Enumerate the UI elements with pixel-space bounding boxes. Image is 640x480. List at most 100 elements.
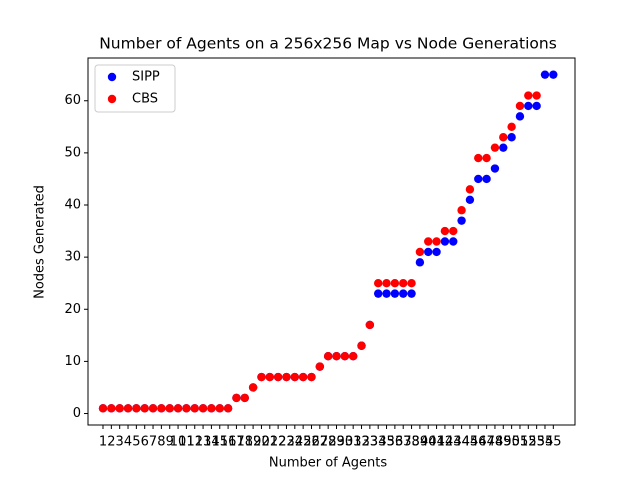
point <box>257 372 266 382</box>
x-tick-label: 14 <box>203 435 220 450</box>
x-tick-label: 5 <box>132 435 140 450</box>
y-tick-label: 30 <box>64 250 81 265</box>
point <box>315 362 325 371</box>
legend-label: SIPP <box>132 70 160 85</box>
y-tick-label: 50 <box>64 145 81 160</box>
point <box>140 404 149 413</box>
point <box>499 143 508 152</box>
point <box>382 289 391 298</box>
x-tick-label: 22 <box>270 435 287 450</box>
plot-frame <box>87 57 576 426</box>
point <box>474 153 483 163</box>
x-tick-label: 7 <box>149 435 157 450</box>
point <box>223 404 233 413</box>
point <box>532 91 541 100</box>
x-tick-label: 27 <box>312 435 329 450</box>
point <box>540 70 550 79</box>
point <box>273 372 283 382</box>
x-tick-label: 1 <box>99 435 107 450</box>
point <box>382 279 391 288</box>
x-tick-label: 43 <box>445 435 462 450</box>
x-tick-label: 52 <box>520 435 537 450</box>
point <box>399 279 408 288</box>
point <box>115 404 124 413</box>
point <box>457 206 466 215</box>
y-tick-label: 60 <box>64 93 81 108</box>
point <box>465 195 475 204</box>
x-tick-label: 48 <box>487 435 504 450</box>
point <box>348 351 358 361</box>
x-tick-label: 12 <box>186 435 203 450</box>
point <box>323 351 333 361</box>
x-tick-label: 29 <box>328 435 345 450</box>
x-axis-label: Number of Agents <box>269 456 387 471</box>
x-tick-label: 6 <box>141 435 149 450</box>
point <box>507 122 516 132</box>
point <box>390 279 400 288</box>
point <box>240 393 249 403</box>
point <box>107 404 116 413</box>
point <box>515 101 525 111</box>
point <box>490 164 500 173</box>
point <box>132 404 141 413</box>
x-tick-label: 54 <box>537 435 554 450</box>
point <box>482 174 491 184</box>
legend-marker <box>107 72 117 82</box>
x-tick-label: 46 <box>470 435 487 450</box>
x-tick-label: 38 <box>403 435 420 450</box>
x-tick-label: 37 <box>395 435 412 450</box>
point <box>399 289 408 298</box>
point <box>424 247 433 257</box>
chart-title: Number of Agents on a 256x256 Map vs Nod… <box>99 35 557 53</box>
point <box>407 279 416 288</box>
x-tick-label: 36 <box>387 435 404 450</box>
point <box>465 185 475 194</box>
point <box>182 404 191 413</box>
x-tick-label: 20 <box>253 435 270 450</box>
point <box>532 101 541 111</box>
x-tick-label: 35 <box>378 435 395 450</box>
x-tick-label: 49 <box>495 435 512 450</box>
x-tick-label: 25 <box>295 435 312 450</box>
x-tick-label: 2 <box>107 435 115 450</box>
point <box>298 372 308 382</box>
x-tick-label: 55 <box>545 435 562 450</box>
legend-label: CBS <box>132 92 158 107</box>
point <box>248 383 258 392</box>
x-tick-label: 8 <box>157 435 165 450</box>
point <box>232 393 241 403</box>
y-tick-label: 40 <box>64 198 81 213</box>
point <box>307 372 316 382</box>
x-tick-label: 26 <box>303 435 320 450</box>
point <box>415 247 425 257</box>
y-tick-label: 0 <box>73 406 81 421</box>
point <box>373 289 383 298</box>
point <box>98 404 108 413</box>
x-tick-label: 16 <box>220 435 237 450</box>
point <box>265 372 274 382</box>
point <box>373 279 383 288</box>
x-tick-label: 45 <box>462 435 479 450</box>
point <box>290 372 300 382</box>
point <box>482 153 491 163</box>
point <box>207 404 216 413</box>
point <box>515 112 525 121</box>
point <box>365 320 375 330</box>
point <box>440 226 450 236</box>
y-axis-label: Nodes Generated <box>33 185 48 299</box>
x-tick-label: 34 <box>370 435 387 450</box>
point <box>198 404 208 413</box>
point <box>457 216 466 225</box>
x-tick-label: 39 <box>412 435 429 450</box>
x-tick-label: 19 <box>245 435 262 450</box>
point <box>449 226 458 236</box>
point <box>157 404 166 413</box>
point <box>424 237 433 246</box>
y-tick-label: 20 <box>64 302 81 317</box>
legend-marker <box>107 94 117 104</box>
x-tick-label: 42 <box>437 435 454 450</box>
point <box>215 404 224 413</box>
point <box>440 237 450 246</box>
x-tick-label: 17 <box>228 435 245 450</box>
point <box>449 237 458 246</box>
